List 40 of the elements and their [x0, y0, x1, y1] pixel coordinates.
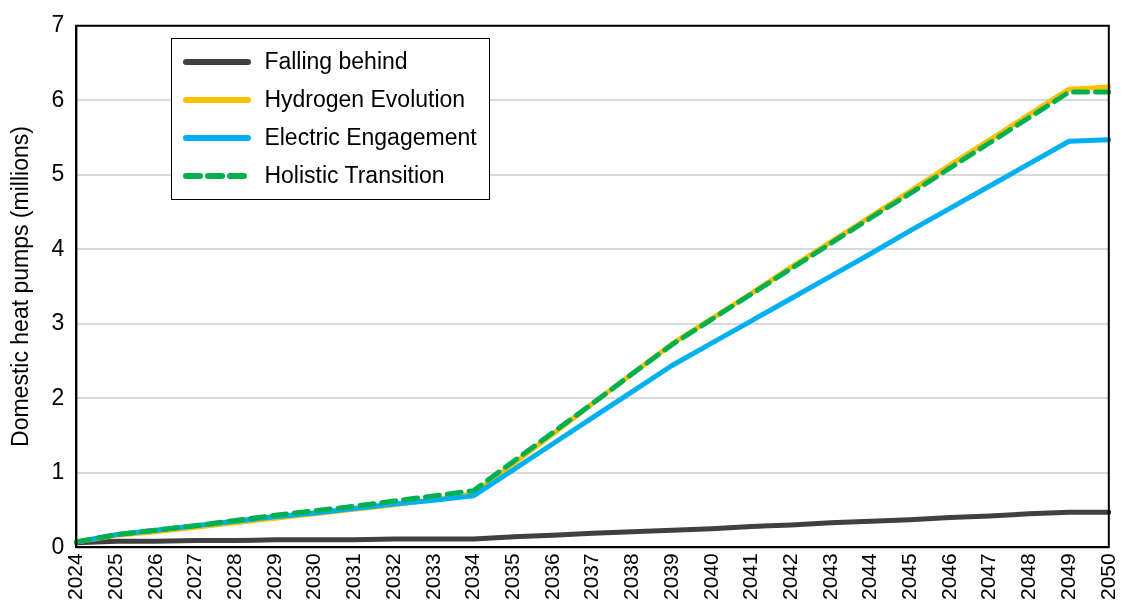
x-tick-label: 2039	[658, 553, 682, 600]
x-tick-label: 2050	[1095, 553, 1119, 600]
x-tick-label: 2045	[897, 553, 921, 600]
y-axis-title: Domestic heat pumps (millions)	[7, 126, 34, 447]
x-tick-label: 2024	[63, 552, 87, 600]
x-tick-label: 2028	[222, 553, 246, 600]
legend-label: Holistic Transition	[264, 162, 445, 190]
x-tick-label: 2047	[976, 553, 1000, 600]
x-tick-label: 2048	[1016, 553, 1040, 600]
x-tick-label: 2037	[579, 553, 603, 600]
y-tick-label: 5	[51, 160, 65, 187]
x-tick-label: 2038	[619, 553, 643, 600]
legend-label: Falling behind	[264, 48, 408, 76]
y-tick-label: 7	[51, 11, 65, 38]
y-tick-label: 0	[51, 532, 65, 559]
x-tick-label: 2036	[539, 553, 563, 600]
x-tick-label: 2034	[460, 552, 484, 600]
x-tick-label: 2041	[738, 553, 762, 600]
legend-label: Electric Engagement	[264, 124, 477, 152]
y-tick-label: 6	[51, 85, 65, 112]
y-tick-label: 2	[51, 383, 65, 410]
x-tick-label: 2026	[142, 553, 166, 600]
x-tick-label: 2025	[102, 553, 126, 600]
y-tick-label: 4	[51, 234, 65, 261]
x-tick-label: 2027	[182, 553, 206, 600]
y-tick-label: 3	[51, 309, 65, 336]
x-tick-label: 2032	[380, 553, 404, 600]
x-tick-label: 2035	[499, 553, 523, 600]
x-tick-label: 2033	[420, 553, 444, 600]
x-tick-label: 2029	[261, 553, 285, 600]
x-tick-label: 2046	[936, 553, 960, 600]
x-tick-label: 2049	[1055, 553, 1079, 600]
x-tick-label: 2042	[777, 553, 801, 600]
x-tick-label: 2044	[857, 552, 881, 600]
x-tick-label: 2040	[698, 553, 722, 600]
x-tick-label: 2043	[817, 553, 841, 600]
legend-label: Hydrogen Evolution	[264, 86, 466, 114]
x-tick-label: 2031	[341, 553, 365, 600]
y-tick-label: 1	[51, 458, 65, 485]
x-tick-label: 2030	[301, 553, 325, 600]
